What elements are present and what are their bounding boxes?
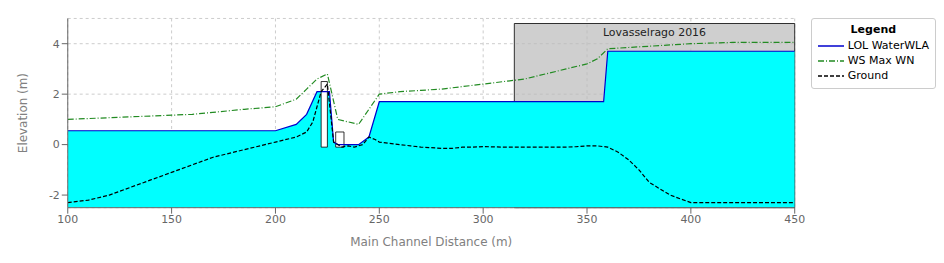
svg-text:Main Channel Distance (m): Main Channel Distance (m)	[350, 235, 512, 249]
svg-text:250: 250	[369, 213, 390, 226]
svg-text:Lovasselrago 2016: Lovasselrago 2016	[603, 26, 706, 39]
svg-text:4: 4	[53, 38, 60, 51]
svg-text:150: 150	[161, 213, 182, 226]
html-text:LOL WaterWLA: LOL WaterWLA	[847, 39, 929, 52]
html-text:WS Max WN: WS Max WN	[847, 54, 915, 67]
html-text:Legend: Legend	[850, 23, 897, 36]
html-text:Ground: Ground	[847, 69, 889, 82]
svg-text:100: 100	[57, 213, 78, 226]
svg-text:0: 0	[53, 138, 60, 151]
svg-text:450: 450	[784, 213, 804, 226]
svg-text:2: 2	[53, 88, 60, 101]
svg-text:350: 350	[577, 213, 598, 226]
svg-text:400: 400	[680, 213, 701, 226]
svg-text:-2: -2	[49, 189, 60, 202]
svg-text:300: 300	[473, 213, 494, 226]
svg-text:Elevation (m): Elevation (m)	[16, 73, 30, 153]
svg-text:200: 200	[265, 213, 286, 226]
